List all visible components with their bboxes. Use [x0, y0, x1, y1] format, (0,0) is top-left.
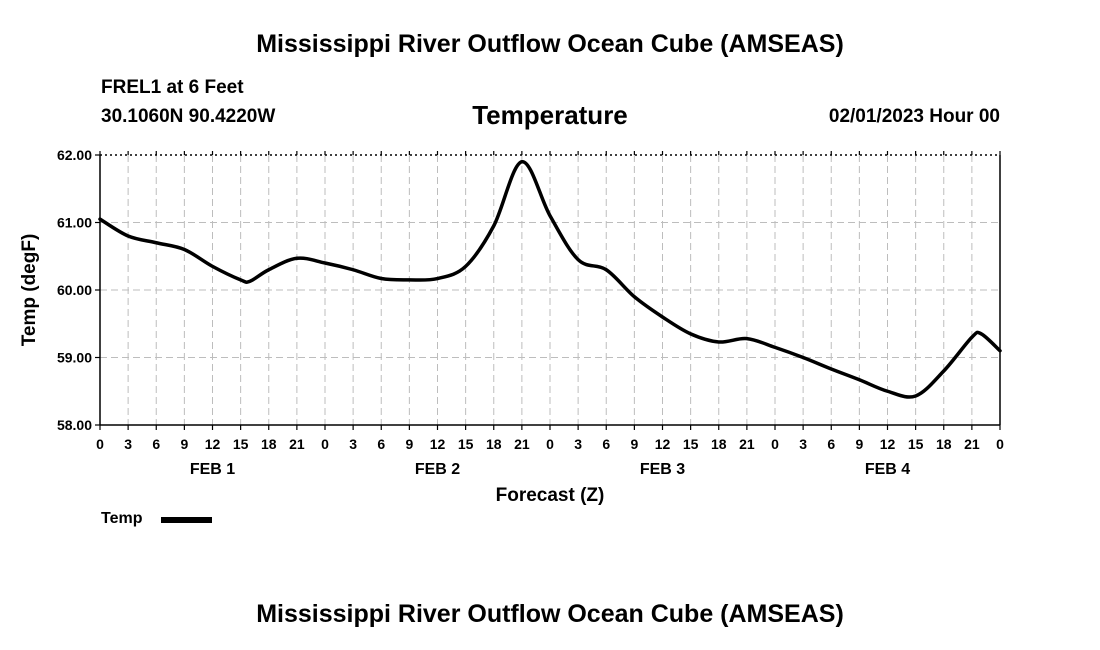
x-tick-label: 12 — [205, 436, 221, 452]
x-tick-label: 6 — [602, 436, 610, 452]
x-tick-label: 3 — [799, 436, 807, 452]
x-tick-label: 15 — [458, 436, 474, 452]
x-tick-label: 0 — [771, 436, 779, 452]
station-label: FREL1 at 6 Feet — [101, 77, 244, 98]
x-tick-label: 21 — [514, 436, 530, 452]
forecast-datetime: 02/01/2023 Hour 00 — [828, 106, 1000, 127]
x-tick-label: 0 — [96, 436, 104, 452]
x-tick-label: 21 — [739, 436, 755, 452]
y-tick-label: 62.00 — [57, 147, 92, 163]
x-tick-label: 0 — [996, 436, 1004, 452]
x-tick-label: 3 — [574, 436, 582, 452]
x-tick-label: 6 — [152, 436, 160, 452]
x-day-label: FEB 1 — [190, 461, 235, 478]
legend-line-swatch — [161, 517, 212, 523]
coordinates-label: 30.1060N 90.4220W — [101, 106, 276, 127]
x-tick-label: 21 — [964, 436, 980, 452]
chart-title: Mississippi River Outflow Ocean Cube (AM… — [256, 30, 844, 58]
x-tick-label: 18 — [261, 436, 277, 452]
x-tick-label: 12 — [880, 436, 896, 452]
x-tick-label: 21 — [289, 436, 305, 452]
x-tick-label: 15 — [233, 436, 249, 452]
x-tick-label: 9 — [630, 436, 638, 452]
x-tick-label: 15 — [908, 436, 924, 452]
x-tick-label: 15 — [683, 436, 699, 452]
x-tick-label: 9 — [405, 436, 413, 452]
x-tick-label: 3 — [124, 436, 132, 452]
y-tick-label: 58.00 — [57, 417, 92, 433]
x-tick-label: 6 — [377, 436, 385, 452]
footer-title: Mississippi River Outflow Ocean Cube (AM… — [256, 600, 844, 628]
y-tick-label: 60.00 — [57, 282, 92, 298]
x-tick-label: 12 — [655, 436, 671, 452]
y-tick-label: 59.00 — [57, 350, 92, 366]
x-tick-label: 9 — [855, 436, 863, 452]
x-tick-label: 0 — [546, 436, 554, 452]
x-day-label: FEB 2 — [415, 461, 460, 478]
x-day-label: FEB 3 — [640, 461, 685, 478]
x-tick-label: 18 — [936, 436, 952, 452]
x-tick-label: 3 — [349, 436, 357, 452]
y-axis-title: Temp (degF) — [19, 234, 40, 347]
x-tick-label: 6 — [827, 436, 835, 452]
x-tick-label: 0 — [321, 436, 329, 452]
x-axis-title: Forecast (Z) — [496, 485, 605, 506]
y-tick-label: 61.00 — [57, 215, 92, 231]
x-day-label: FEB 4 — [865, 461, 910, 478]
x-tick-label: 18 — [711, 436, 727, 452]
variable-title: Temperature — [472, 100, 628, 130]
series-line-temp — [98, 160, 1002, 399]
x-tick-label: 9 — [180, 436, 188, 452]
legend-label: Temp — [101, 510, 143, 527]
x-tick-label: 18 — [486, 436, 502, 452]
x-tick-label: 12 — [430, 436, 446, 452]
